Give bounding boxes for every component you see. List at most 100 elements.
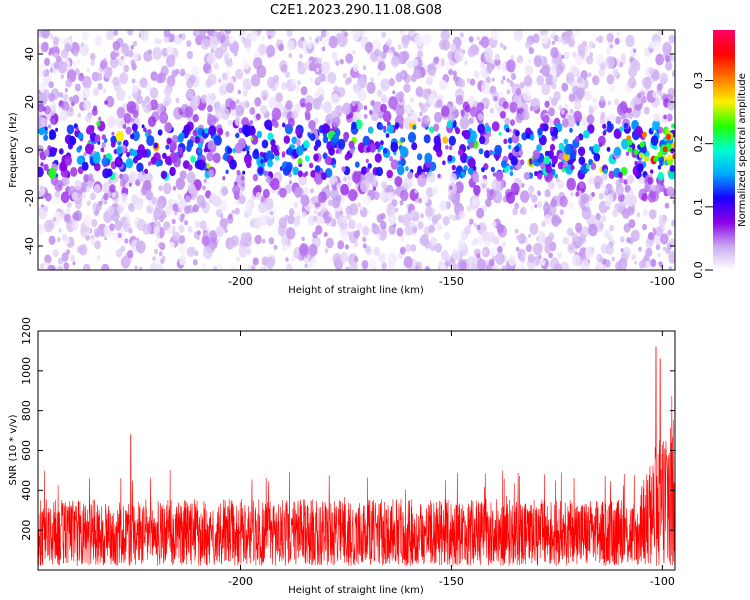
heatmap-cell xyxy=(382,110,392,123)
heatmap-x-tick-label: -200 xyxy=(228,275,253,288)
heatmap-cell xyxy=(192,204,199,213)
heatmap-cell xyxy=(109,184,116,193)
heatmap-cell xyxy=(215,208,223,218)
heatmap-cell xyxy=(106,168,113,177)
heatmap-cell xyxy=(215,225,224,238)
heatmap-cell xyxy=(561,82,569,92)
heatmap-cell xyxy=(593,105,598,111)
heatmap-cell xyxy=(669,164,675,173)
heatmap-cell xyxy=(321,123,330,134)
heatmap-cell xyxy=(655,53,665,66)
heatmap-cell xyxy=(372,224,380,235)
heatmap-cell xyxy=(362,65,367,71)
heatmap-cell xyxy=(483,47,493,60)
heatmap-cell xyxy=(53,147,58,153)
heatmap-cell xyxy=(347,180,352,187)
heatmap-cell xyxy=(166,46,174,56)
heatmap-cell xyxy=(132,41,138,47)
heatmap-cell xyxy=(110,141,116,148)
heatmap-cell xyxy=(461,171,466,178)
heatmap-cell xyxy=(185,195,191,203)
heatmap-cell xyxy=(197,230,201,236)
heatmap-cell xyxy=(367,258,377,270)
heatmap-cell xyxy=(534,170,539,177)
heatmap-cell xyxy=(464,225,471,235)
heatmap-cell xyxy=(309,133,316,142)
snr-x-tick-label: -100 xyxy=(650,575,675,588)
snr-y-tick-label: 800 xyxy=(20,400,33,421)
heatmap-cell xyxy=(171,134,179,144)
heatmap-cell xyxy=(649,209,657,220)
heatmap-cell xyxy=(93,228,101,238)
heatmap-cell xyxy=(233,50,238,57)
heatmap-cell xyxy=(437,173,441,179)
heatmap-cell xyxy=(463,129,471,140)
heatmap-cell xyxy=(510,55,514,60)
heatmap-cell xyxy=(581,193,590,204)
heatmap-cell xyxy=(158,215,165,223)
heatmap-cell xyxy=(414,69,422,79)
heatmap-cell xyxy=(278,217,288,229)
heatmap-cell xyxy=(344,244,349,250)
heatmap-cell xyxy=(304,155,310,162)
heatmap-cell xyxy=(640,95,647,104)
heatmap-cell xyxy=(556,177,560,183)
heatmap-cell xyxy=(146,135,155,147)
heatmap-cell xyxy=(467,167,474,175)
heatmap-cell xyxy=(477,123,486,134)
heatmap-cell xyxy=(431,186,439,196)
heatmap-cell xyxy=(334,105,343,117)
heatmap-cell xyxy=(249,222,254,227)
heatmap-cell xyxy=(79,244,88,256)
heatmap-cell xyxy=(81,193,86,199)
heatmap-cell xyxy=(64,88,68,93)
heatmap-cell xyxy=(542,123,549,132)
heatmap-cell xyxy=(589,52,594,58)
heatmap-cell xyxy=(238,127,243,134)
heatmap-cell xyxy=(224,228,228,234)
heatmap-cell xyxy=(588,58,592,63)
heatmap-cell xyxy=(85,114,92,123)
heatmap-cell xyxy=(434,243,442,253)
snr-y-tick-label: 400 xyxy=(20,480,33,501)
heatmap-cell xyxy=(115,116,126,129)
heatmap-cell xyxy=(379,191,387,201)
heatmap-cell xyxy=(262,188,270,198)
heatmap-cell xyxy=(101,263,110,270)
heatmap-cell xyxy=(575,191,580,197)
heatmap-cell xyxy=(234,207,240,215)
heatmap-cell xyxy=(293,215,301,225)
heatmap-cell xyxy=(574,30,580,36)
heatmap-cell xyxy=(246,150,250,155)
heatmap-cell xyxy=(524,64,533,76)
heatmap-cell xyxy=(351,121,357,130)
heatmap-cell xyxy=(166,137,172,145)
heatmap-cell xyxy=(310,257,318,268)
heatmap-cell xyxy=(419,111,423,117)
heatmap-cell xyxy=(94,240,101,250)
heatmap-cell xyxy=(662,146,668,153)
heatmap-cell xyxy=(281,64,288,73)
heatmap-cell xyxy=(374,153,382,163)
heatmap-cell xyxy=(428,224,435,233)
heatmap-cell xyxy=(348,189,358,202)
heatmap-cell xyxy=(230,235,240,247)
heatmap-cell xyxy=(86,68,90,73)
heatmap-cell xyxy=(479,62,486,70)
heatmap-cell xyxy=(544,150,550,157)
heatmap-cell xyxy=(281,122,286,128)
heatmap-cell xyxy=(112,40,121,51)
heatmap-cell xyxy=(380,78,390,91)
heatmap-cell xyxy=(171,69,178,78)
heatmap-cell xyxy=(636,212,641,218)
heatmap-cell xyxy=(305,102,313,112)
heatmap-cell xyxy=(440,105,450,118)
heatmap-cell xyxy=(521,109,530,121)
heatmap-cell xyxy=(85,143,94,155)
heatmap-cell xyxy=(667,100,675,111)
heatmap-cell xyxy=(116,106,126,119)
heatmap-cell xyxy=(148,161,152,166)
heatmap-cell xyxy=(653,113,660,123)
heatmap-x-ticks: -200 -150 -100 xyxy=(228,30,675,288)
heatmap-cell xyxy=(504,117,510,125)
